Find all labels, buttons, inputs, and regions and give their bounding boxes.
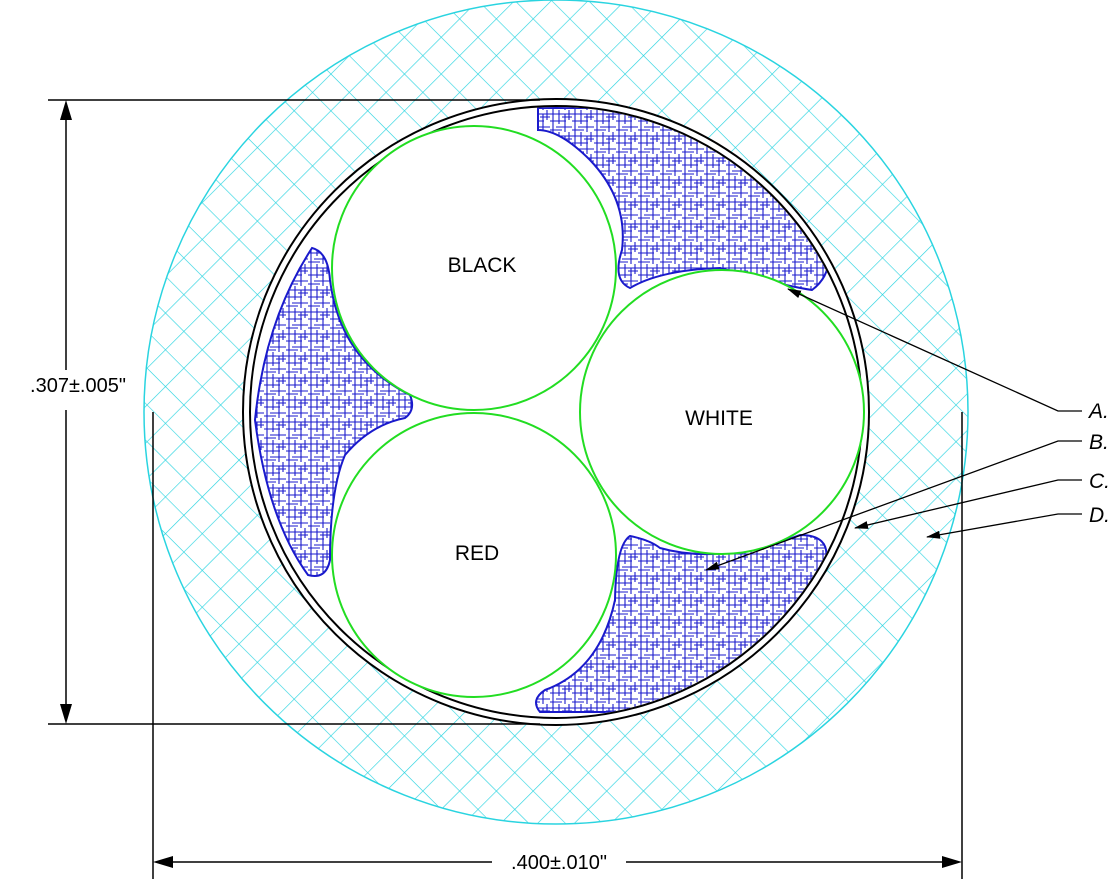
width-dimension: .400±.010"	[152, 412, 963, 879]
callout-c-label: C.	[1089, 470, 1110, 493]
conductor-white-label: WHITE	[685, 407, 753, 430]
conductor-black-label: BLACK	[448, 254, 517, 277]
callout-leaders	[705, 288, 1082, 571]
height-dimension-label: .307±.005"	[30, 375, 126, 397]
conductor-red: RED	[331, 412, 617, 698]
height-dimension: .307±.005"	[30, 99, 540, 725]
callout-a-label: A.	[1087, 400, 1109, 423]
filler-left	[253, 246, 414, 577]
conductor-black: BLACK	[331, 125, 617, 411]
callout-d-label: D.	[1089, 504, 1110, 527]
callout-labels: A. B. C. D.	[1087, 400, 1110, 527]
conductor-red-label: RED	[455, 542, 499, 565]
conductor-white: WHITE	[579, 269, 865, 555]
filler-regions	[253, 107, 830, 713]
width-dimension-label: .400±.010"	[511, 852, 607, 874]
callout-b-label: B.	[1089, 431, 1109, 454]
